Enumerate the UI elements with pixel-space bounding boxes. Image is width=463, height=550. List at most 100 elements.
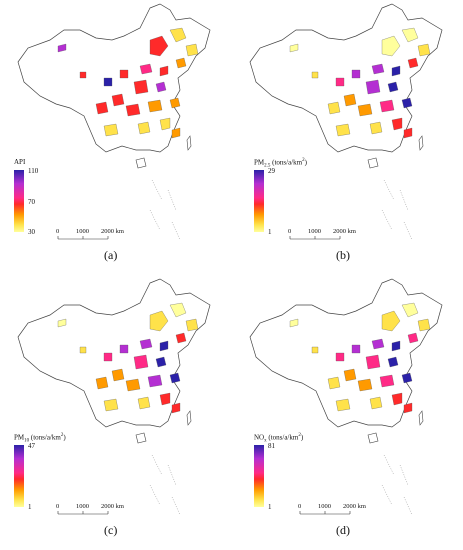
legend-title: PM10 (tons/a/km2) [14, 433, 66, 444]
city-polygon [335, 77, 345, 87]
city-polygon [159, 340, 169, 352]
city-polygon [335, 123, 351, 137]
city-polygon [111, 93, 125, 107]
city-polygon [369, 121, 383, 135]
city-polygon [401, 372, 413, 384]
legend-unit: (tons/a/km [270, 158, 303, 167]
city-polygon [379, 99, 395, 113]
city-polygon [57, 318, 67, 328]
legend-max: 81 [268, 442, 275, 450]
legend-min: 1 [28, 503, 32, 511]
city-polygon [327, 101, 341, 115]
city-polygon [103, 398, 119, 412]
city-polygon [119, 69, 129, 79]
scale-tick-2000: 2000 km [343, 503, 366, 510]
scale-tick-2000: 2000 km [101, 503, 124, 510]
legend-color-bar [14, 170, 24, 232]
legend-unit-sup: 2 [298, 433, 301, 438]
legend-var: PM [254, 158, 265, 167]
taiwan-island [418, 410, 424, 426]
city-polygon [401, 302, 419, 318]
scale-tick-1000: 1000 [76, 503, 89, 510]
legend-var-sub: x [264, 438, 267, 444]
taiwan-island [186, 410, 192, 426]
city-polygon [391, 392, 403, 406]
city-polygon [139, 338, 153, 350]
city-polygon [327, 376, 341, 390]
city-polygon [149, 310, 169, 332]
scale-tick-1000: 1000 [76, 228, 89, 235]
city-polygon [169, 27, 187, 43]
city-polygon [103, 77, 113, 87]
legend-min: 1 [268, 503, 272, 511]
legend-unit-sup: 2 [302, 158, 305, 163]
city-polygon [335, 398, 351, 412]
china-map-d [249, 278, 443, 516]
panel-caption: (d) [336, 523, 350, 537]
south-china-sea-islands [149, 454, 181, 516]
city-polygon [103, 123, 119, 137]
taiwan-island [186, 135, 192, 151]
city-polygon [357, 103, 373, 117]
city-polygon [175, 57, 187, 69]
city-polygon [137, 121, 151, 135]
city-polygon [401, 97, 413, 109]
panel-caption: (b) [336, 248, 350, 262]
city-polygon [171, 402, 181, 414]
hainan-island [367, 157, 379, 169]
legend-unit-end: ) [63, 433, 66, 442]
city-polygon [169, 97, 181, 109]
city-polygon [365, 79, 381, 95]
city-polygon [95, 376, 109, 390]
city-polygon [391, 65, 401, 77]
legend-unit: (tons/a/km [29, 433, 61, 442]
scale-tick-0: 0 [56, 503, 60, 510]
legend-min: 30 [28, 228, 35, 236]
legend-max: 47 [28, 442, 35, 450]
legend-color-bar [254, 170, 264, 232]
city-polygon [401, 27, 419, 43]
legend-var: PM [14, 433, 25, 442]
city-polygon [155, 81, 167, 93]
map-panel-c: PM10 (tons/a/km2) 47 1 0 1000 2000 km (c… [0, 275, 231, 550]
city-polygon [371, 63, 385, 75]
south-china-sea-islands [149, 179, 181, 241]
panel-caption: (a) [104, 248, 118, 262]
city-polygon [343, 93, 357, 107]
legend-var-sub: 10 [24, 438, 30, 444]
legend-title: PM2.5 (tons/a/km2) [254, 158, 307, 169]
scale-tick-2000: 2000 km [101, 228, 124, 235]
city-polygon [417, 43, 431, 57]
city-polygon [185, 318, 199, 332]
city-polygon [175, 332, 187, 344]
legend-max: 110 [28, 167, 39, 175]
city-polygon [369, 396, 383, 410]
map-panel-a: API 110 70 30 0 1000 2000 km (a) [0, 0, 231, 275]
city-polygon [387, 356, 399, 368]
scale-bar [289, 236, 341, 240]
legend-color-bar [14, 445, 24, 507]
city-polygon [391, 117, 403, 131]
china-map-a [17, 3, 211, 241]
city-polygon [379, 374, 395, 388]
city-polygon [169, 302, 187, 318]
city-polygon [381, 35, 401, 57]
city-polygon [171, 127, 181, 139]
scale-bar [57, 236, 109, 240]
scale-bar [57, 511, 109, 515]
legend-unit-end: ) [300, 433, 304, 442]
map-panel-d: NOx (tons/a/km2) 81 1 0 1000 2000 km (d) [232, 275, 463, 550]
legend-min: 1 [268, 228, 272, 236]
hainan-island [135, 157, 147, 169]
scale-tick-0: 0 [298, 503, 302, 510]
china-map-b [249, 3, 443, 241]
city-polygon [391, 340, 401, 352]
city-polygon [365, 354, 381, 370]
city-polygon [311, 71, 319, 79]
city-polygon [387, 81, 399, 93]
legend-max: 29 [268, 167, 275, 175]
city-polygon [155, 356, 167, 368]
city-polygon [149, 35, 169, 57]
scale-bar [299, 511, 351, 515]
city-polygon [289, 318, 299, 328]
